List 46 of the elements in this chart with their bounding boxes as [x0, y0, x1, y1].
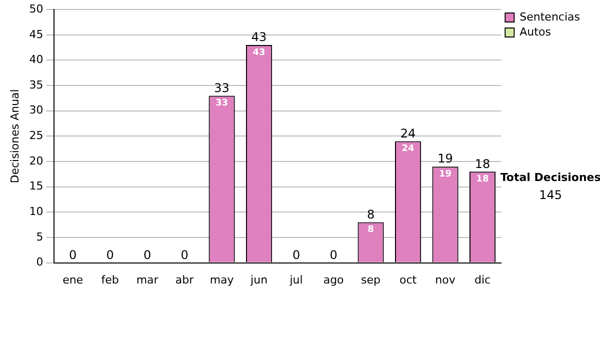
x-tick-label: sep — [361, 273, 381, 286]
text: 145 — [539, 188, 562, 202]
x-tick-label: ago — [323, 273, 344, 286]
x-tick-label: nov — [435, 273, 456, 286]
total-label: 18 — [474, 156, 490, 171]
x-tick-label: oct — [399, 273, 418, 286]
x-tick-label: jun — [250, 273, 268, 286]
annotation: Total Decisiones — [500, 170, 600, 184]
x-tick-label: feb — [101, 273, 119, 286]
x-tick-label: dic — [474, 273, 491, 286]
total-label: 8 — [366, 207, 375, 222]
total-label: 19 — [438, 152, 453, 166]
x-tick-label: ene — [62, 273, 84, 286]
x-tick-label: abr — [175, 273, 194, 286]
data-label: 8 — [368, 225, 374, 236]
total-label: 0 — [143, 248, 152, 262]
data-label: 33 — [216, 98, 228, 109]
data-label: 18 — [476, 174, 489, 184]
data-label: 43 — [252, 48, 266, 58]
total-label: 0 — [180, 248, 188, 262]
total-label: 0 — [69, 248, 77, 262]
y-tick-label: 35 — [29, 78, 44, 92]
y-tick-label: 10 — [29, 205, 44, 218]
x-tick-label: mar — [136, 273, 159, 286]
y-tick-label: 30 — [29, 104, 44, 117]
y-tick-label: 20 — [29, 154, 44, 168]
y-tick-label: 15 — [29, 180, 44, 193]
y-tick-label: 5 — [36, 230, 44, 244]
x-tick-label: may — [210, 273, 234, 286]
total-label: 0 — [292, 248, 300, 262]
x-tick-label: jul — [288, 273, 303, 286]
y-tick-label: 50 — [29, 2, 44, 16]
y-tick-label: 0 — [36, 256, 44, 269]
total-label: 0 — [106, 248, 114, 262]
legend-label: Autos — [520, 25, 552, 38]
y-tick-label: 25 — [29, 129, 44, 142]
data-label: 24 — [402, 144, 414, 154]
y-tick-label: 45 — [29, 28, 44, 41]
total-label: 33 — [214, 80, 230, 95]
y-tick-label: 40 — [29, 53, 44, 66]
total-label: 24 — [400, 126, 416, 140]
total-label: 43 — [251, 30, 267, 44]
total-label: 0 — [330, 248, 338, 262]
data-label: 19 — [439, 169, 452, 180]
legend-label: Sentencias — [520, 10, 580, 24]
y-axis-title: Decisiones Anual — [8, 89, 22, 184]
